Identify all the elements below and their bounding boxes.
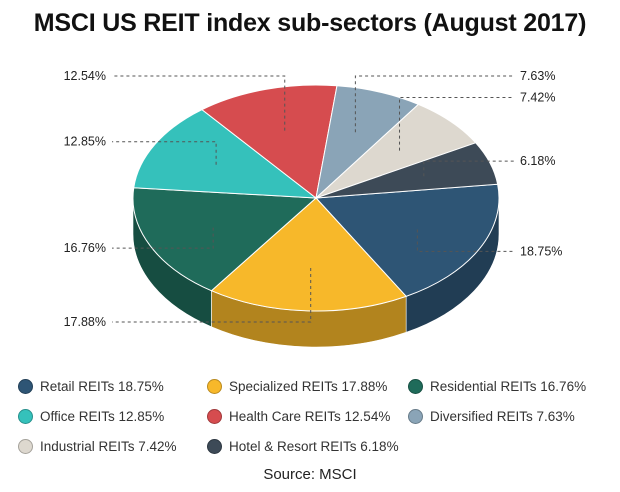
pie-chart: 18.75% 17.88% 16.76% 12.85% 12.54% 7.63% 7.42%… — [64, 69, 563, 348]
legend-label-hotel-resort: Hotel & Resort REITs 6.18% — [229, 438, 399, 454]
legend-item-diversified: Diversified REITs 7.63% — [408, 406, 575, 426]
legend-row-2: Office REITs 12.85% Health Care REITs 12… — [18, 406, 618, 426]
legend-row-3: Industrial REITs 7.42% Hotel & Resort RE… — [18, 436, 618, 456]
leader-line-office-reits — [112, 141, 217, 165]
data-label-hotel-resort-reits: 6.18% — [520, 154, 555, 168]
legend-dot-industrial — [18, 438, 33, 454]
pie-slice-retail-reits — [314, 183, 500, 297]
legend-dot-residential — [408, 378, 423, 394]
data-label-industrial-reits: 7.42% — [520, 91, 555, 105]
pie-slice-hotel-resort-reits — [315, 142, 499, 199]
legend-label-industrial: Industrial REITs 7.42% — [40, 438, 177, 454]
leader-lines — [112, 75, 514, 323]
pie-slice-specialized-reits — [210, 197, 408, 312]
chart-title: MSCI US REIT index sub-sectors (August 2… — [33, 9, 587, 37]
data-label-diversified-reits: 7.63% — [520, 69, 555, 83]
legend-dot-hotel-resort — [207, 438, 222, 454]
legend-label-retail: Retail REITs 18.75% — [40, 378, 164, 394]
legend-dot-office — [18, 408, 33, 424]
legend-item-residential: Residential REITs 16.76% — [408, 376, 586, 396]
legend-item-industrial: Industrial REITs 7.42% — [18, 436, 177, 456]
data-label-health-care-reits: 12.54% — [64, 69, 106, 83]
legend-label-office: Office REITs 12.85% — [40, 408, 165, 424]
legend-label-residential: Residential REITs 16.76% — [430, 378, 587, 394]
data-labels: 18.75% 17.88% 16.76% 12.85% 12.54% 7.63% 7.42%… — [64, 69, 563, 329]
legend-dot-specialized — [207, 378, 222, 394]
legend-row-1: Retail REITs 18.75% Specialized REITs 17… — [18, 376, 618, 396]
legend-dot-retail — [18, 378, 33, 394]
legend-dot-health-care — [207, 408, 222, 424]
data-label-specialized-reits: 17.88% — [64, 315, 106, 329]
leader-line-specialized-reits — [112, 267, 312, 323]
pie-slice-residential-reits — [132, 187, 318, 292]
pie-slice-office-reits — [133, 109, 318, 199]
legend-label-specialized: Specialized REITs 17.88% — [229, 378, 388, 394]
legend-label-diversified: Diversified REITs 7.63% — [430, 408, 575, 424]
data-label-retail-reits: 18.75% — [520, 244, 562, 258]
data-label-office-reits: 12.85% — [64, 135, 106, 149]
leader-line-residential-reits — [112, 227, 214, 249]
legend-label-health-care: Health Care REITs 12.54% — [229, 408, 391, 424]
pie-slice-health-care-reits — [200, 84, 338, 199]
leader-line-retail-reits — [416, 229, 514, 252]
leader-line-health-care-reits — [112, 75, 286, 131]
legend-item-retail: Retail REITs 18.75% — [18, 376, 164, 396]
legend-item-office: Office REITs 12.85% — [18, 406, 164, 426]
data-label-residential-reits: 16.76% — [64, 241, 106, 255]
legend-dot-diversified — [408, 408, 423, 424]
pie-top-faces — [132, 84, 500, 312]
legend-item-specialized: Specialized REITs 17.88% — [207, 376, 387, 396]
legend-item-hotel-resort: Hotel & Resort REITs 6.18% — [207, 436, 399, 456]
leader-line-diversified-reits — [354, 75, 514, 133]
source-note: Source: MSCI — [263, 466, 357, 483]
legend-item-health-care: Health Care REITs 12.54% — [207, 406, 390, 426]
